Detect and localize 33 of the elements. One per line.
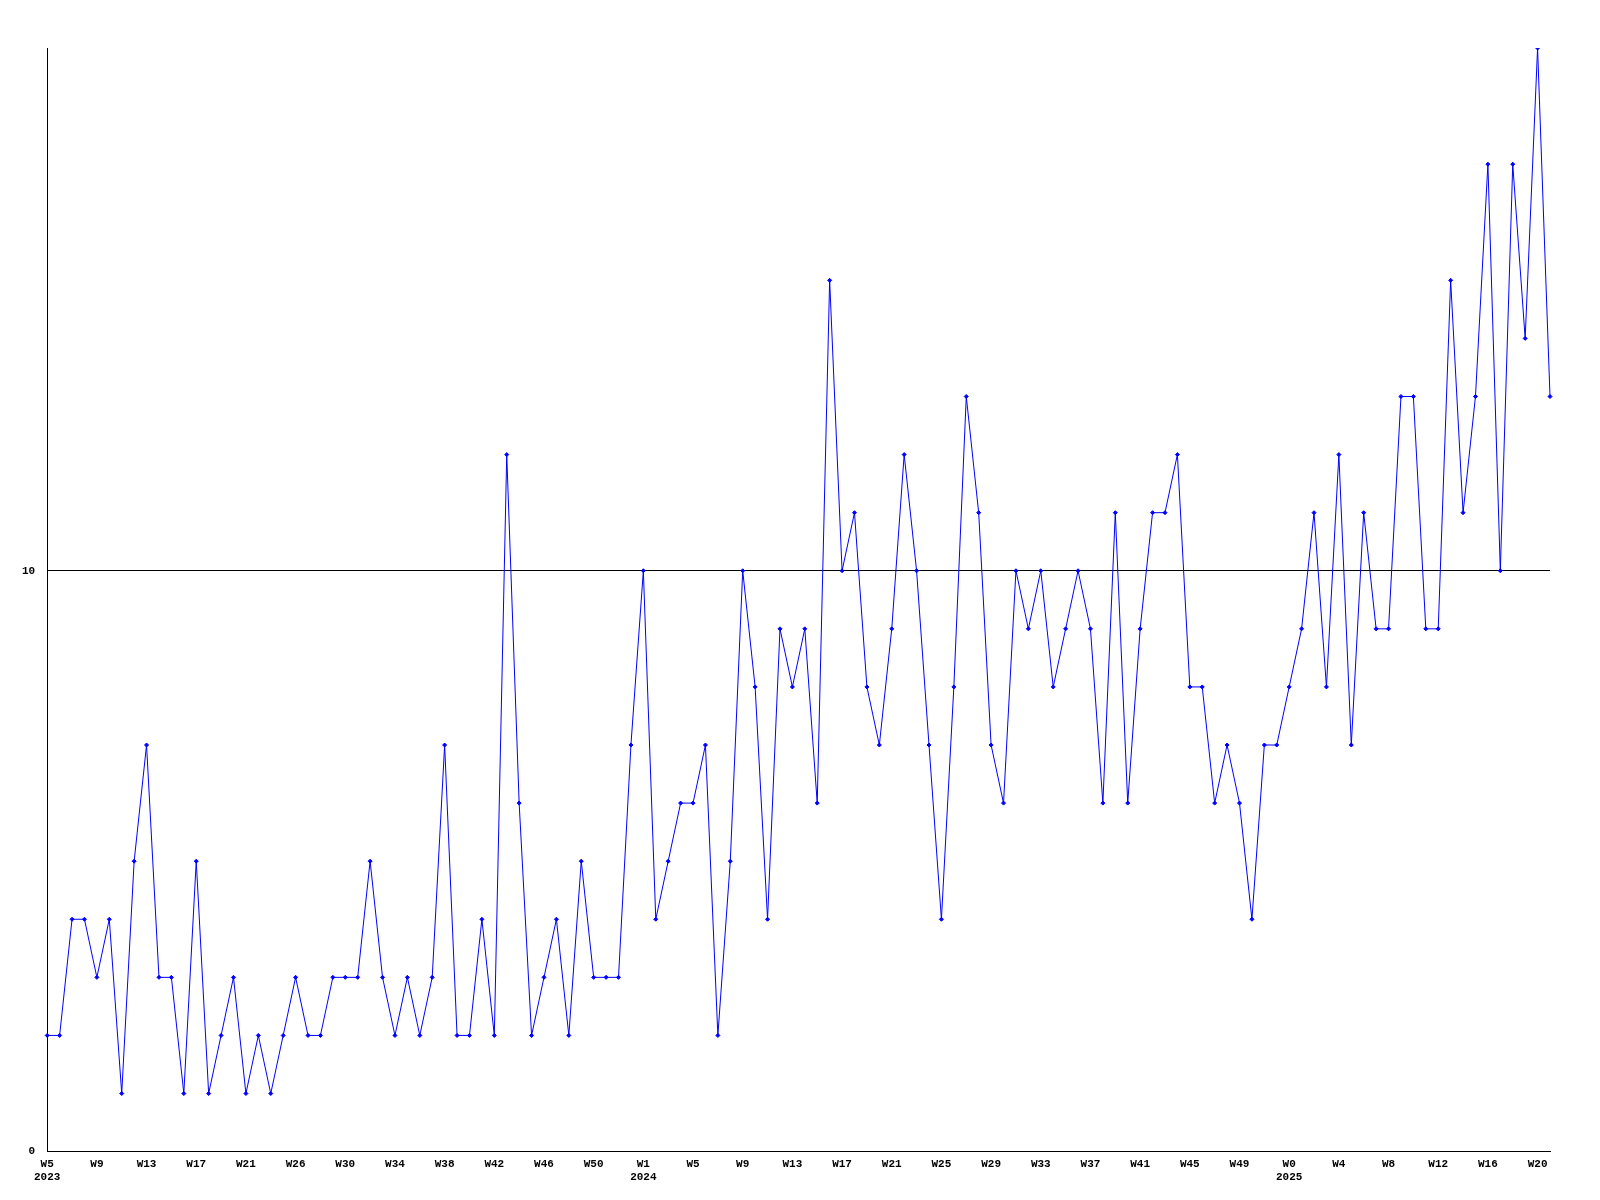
x-tick-label: W41 [1130,1157,1151,1170]
x-tick-label: W13 [782,1157,803,1170]
x-tick-label: W21 [236,1157,257,1170]
x-tick-label: W4 [1332,1157,1346,1170]
x-tick-label: W34 [385,1157,406,1170]
x-tick-label: W5 [686,1157,701,1170]
x-tick-label: W8 [1381,1157,1396,1170]
x-tick-label: W30 [335,1157,356,1170]
x-tick-label: W16 [1477,1157,1498,1170]
x-tick-label: W9 [736,1157,750,1170]
y-tick-label: 0 [28,1145,36,1158]
x-tick-label: W25 [931,1157,952,1170]
x-tick-label: W20 [1527,1157,1548,1170]
x-tick-label: W50 [583,1157,604,1170]
x-tick-label: W21 [881,1157,903,1170]
x-tick-label: W38 [434,1157,455,1170]
x-tick-label: W49 [1229,1157,1250,1170]
x-tick-label: W42 [484,1157,505,1170]
x-tick-label: W17 [186,1157,207,1170]
y-tick-label: 10 [22,564,36,577]
x-tick-label: W37 [1080,1157,1101,1170]
x-tick-label: W9 [90,1157,104,1170]
x-tick-label: W0 2025 [1275,1157,1303,1184]
x-tick-label: W17 [832,1157,852,1170]
x-tick-label: W33 [1030,1157,1052,1170]
x-tick-label: W26 [285,1157,306,1170]
x-tick-label: W45 [1179,1157,1201,1170]
x-tick-label: W1 2024 [630,1157,657,1184]
x-tick-label: W29 [981,1157,1002,1170]
x-tick-label: W5 2023 [34,1157,61,1184]
x-tick-label: W46 [534,1157,554,1170]
x-tick-label: W13 [136,1157,157,1170]
x-tick-label: W12 [1428,1157,1449,1170]
